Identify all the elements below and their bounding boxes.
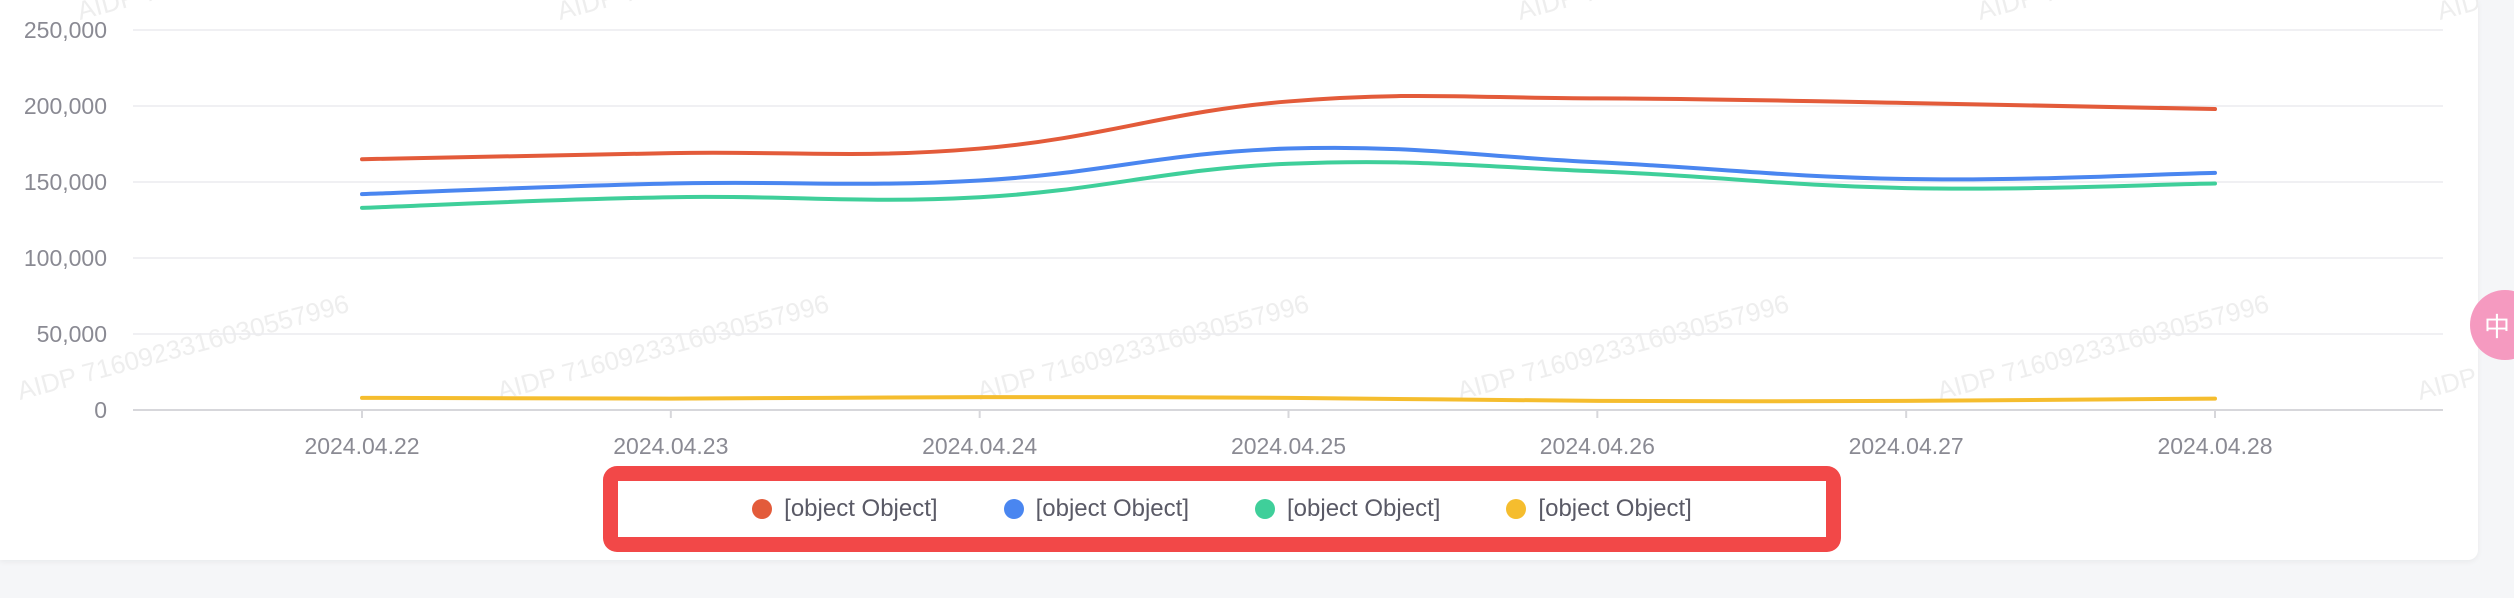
legend-dot-icon: [1255, 499, 1275, 519]
watermark-text: AIDP 7160923316030557996: [74, 0, 412, 26]
chart-legend: [object Object] [object Object] [object Ob…: [618, 481, 1826, 537]
series-line-1: [360, 93, 2217, 162]
x-tick-label: 2024.04.26: [1540, 433, 1655, 459]
x-tick-label: 2024.04.28: [2157, 433, 2272, 459]
legend-item-4[interactable]: [object Object]: [1506, 495, 1692, 523]
watermark-text: AIDP 7160923316030557996: [554, 0, 892, 26]
legend-label: [object Object]: [1538, 495, 1692, 522]
legend-item-1[interactable]: [object Object]: [752, 495, 938, 523]
x-tick-label: 2024.04.27: [1849, 433, 1964, 459]
legend-dot-icon: [1003, 499, 1024, 519]
watermark-text: AIDP 7160923316030557996: [2414, 288, 2478, 406]
legend-dot-icon: [1506, 499, 1527, 519]
series-line-2: [360, 145, 2217, 197]
watermark-text: AIDP 7160923316030557996: [14, 288, 352, 406]
y-tick-label: 100,000: [24, 245, 107, 271]
watermark-text: AIDP 7160923316030557996: [1514, 0, 1852, 26]
x-tick-label: 2024.04.25: [1231, 433, 1346, 459]
legend-label: [object Object]: [1035, 495, 1189, 522]
legend-highlight-box: [603, 466, 1841, 552]
watermark-text: AIDP 7160923316030557996: [494, 288, 832, 406]
watermark-text: AIDP 7160923316030557996: [974, 288, 1312, 406]
y-tick-label: 0: [94, 397, 107, 423]
watermark-text: AIDP 7160923316030557996: [1974, 0, 2312, 26]
y-tick-label: 150,000: [24, 169, 107, 195]
y-tick-label: 50,000: [37, 321, 107, 347]
legend-item-3[interactable]: [object Object]: [1255, 495, 1440, 523]
legend-label: [object Object]: [1287, 495, 1441, 522]
series-line-3: [360, 160, 2217, 210]
side-button-label: 中: [2484, 311, 2511, 342]
y-tick-label: 200,000: [24, 93, 107, 119]
legend-label: [object Object]: [784, 495, 938, 522]
watermark-text: AIDP 7160923316030557996: [1934, 288, 2272, 406]
series-line-4: [360, 395, 2217, 404]
x-tick-label: 2024.04.22: [304, 433, 419, 459]
line-chart: AIDP 7160923316030557996 AIDP 71609233160…: [14, 0, 2478, 459]
legend-item-2[interactable]: [object Object]: [1003, 495, 1189, 523]
watermark-text: AIDP 7160923316030557996: [1454, 288, 1792, 406]
watermark-text: AIDP 7160923316030557996: [2434, 0, 2478, 26]
x-tick-label: 2024.04.24: [922, 433, 1037, 459]
x-tick-label: 2024.04.23: [613, 433, 728, 459]
y-tick-label: 250,000: [24, 17, 107, 43]
legend-dot-icon: [752, 499, 773, 519]
